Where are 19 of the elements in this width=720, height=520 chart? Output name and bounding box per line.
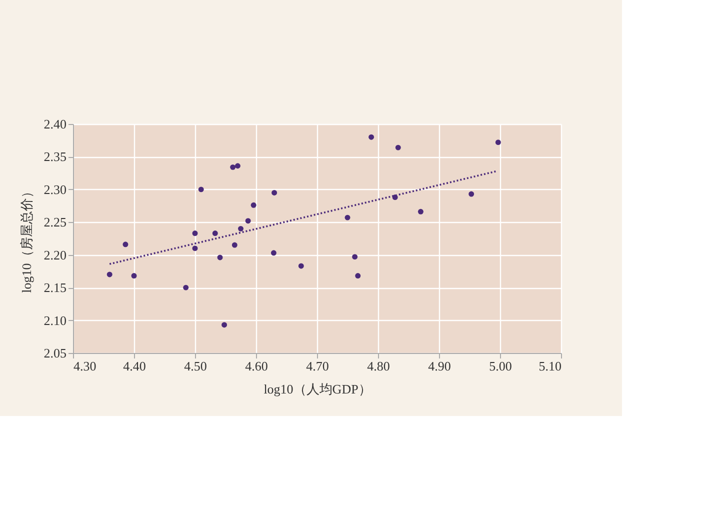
y-axis-title: log10（房屋总价） — [18, 185, 34, 293]
y-tick-label: 2.40 — [44, 116, 66, 132]
x-tick-label: 4.90 — [428, 358, 451, 374]
x-tick-label: 4.80 — [367, 358, 390, 374]
x-tick-label: 4.60 — [245, 358, 268, 374]
y-tick-label: 2.25 — [44, 214, 66, 230]
x-axis-title: log10（人均GDP） — [264, 382, 372, 396]
x-tick-label: 4.30 — [74, 358, 96, 374]
y-tick-label: 2.35 — [44, 149, 66, 164]
x-tick-label: 4.70 — [306, 358, 329, 374]
y-tick-label: 2.10 — [44, 312, 66, 328]
y-tick-label: 2.20 — [44, 247, 66, 262]
y-tick-label: 2.05 — [44, 346, 66, 360]
x-tick-label: 5.10 — [538, 358, 562, 374]
x-tick-label: 4.40 — [123, 358, 146, 374]
y-tick-label: 2.15 — [44, 280, 66, 296]
x-tick-label: 4.50 — [184, 358, 207, 374]
y-tick-label: 2.30 — [44, 182, 66, 197]
x-tick-label: 5.00 — [489, 358, 512, 374]
